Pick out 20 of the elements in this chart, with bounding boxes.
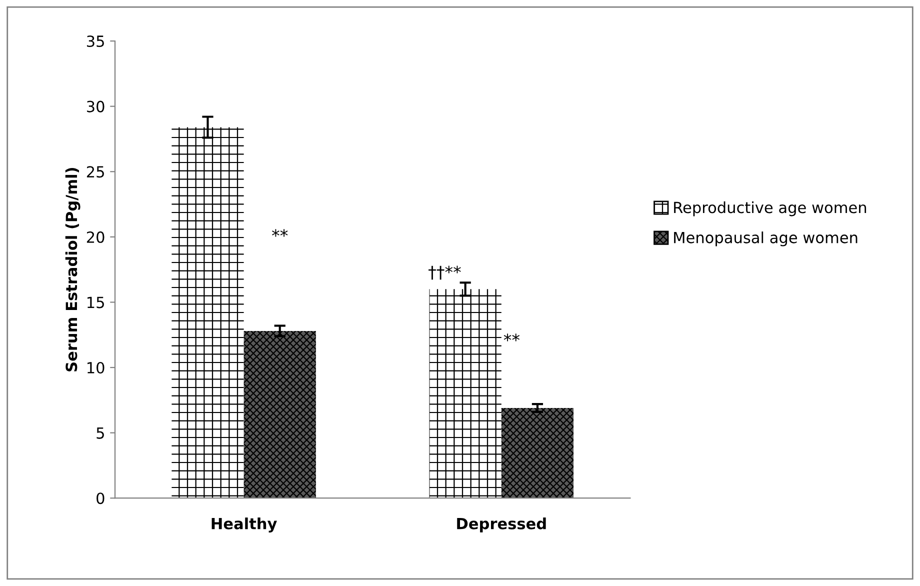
x-tick-label: Depressed xyxy=(457,518,546,532)
y-tick-label: 5 xyxy=(96,427,104,439)
y-tick-label: 30 xyxy=(87,100,104,112)
bar xyxy=(429,289,502,498)
annotation: ** xyxy=(272,229,288,237)
bar xyxy=(244,330,316,498)
y-tick-label: 10 xyxy=(88,362,104,374)
annotation: ††** xyxy=(428,266,461,280)
legend-label: Reproductive age women xyxy=(674,201,866,216)
legend-label: Menopausal age women xyxy=(674,231,858,246)
y-axis-title: Serum Estradiol (Pg/ml) xyxy=(65,168,80,372)
y-tick-label: 15 xyxy=(88,296,104,308)
bar xyxy=(172,127,244,498)
annotation: ** xyxy=(504,334,520,342)
bar xyxy=(501,408,574,498)
y-tick-label: 35 xyxy=(87,35,104,48)
y-tick-label: 20 xyxy=(86,231,104,243)
x-tick-label: Healthy xyxy=(212,518,277,532)
y-tick-label: 25 xyxy=(86,166,104,178)
y-tick-label: 0 xyxy=(96,492,104,504)
